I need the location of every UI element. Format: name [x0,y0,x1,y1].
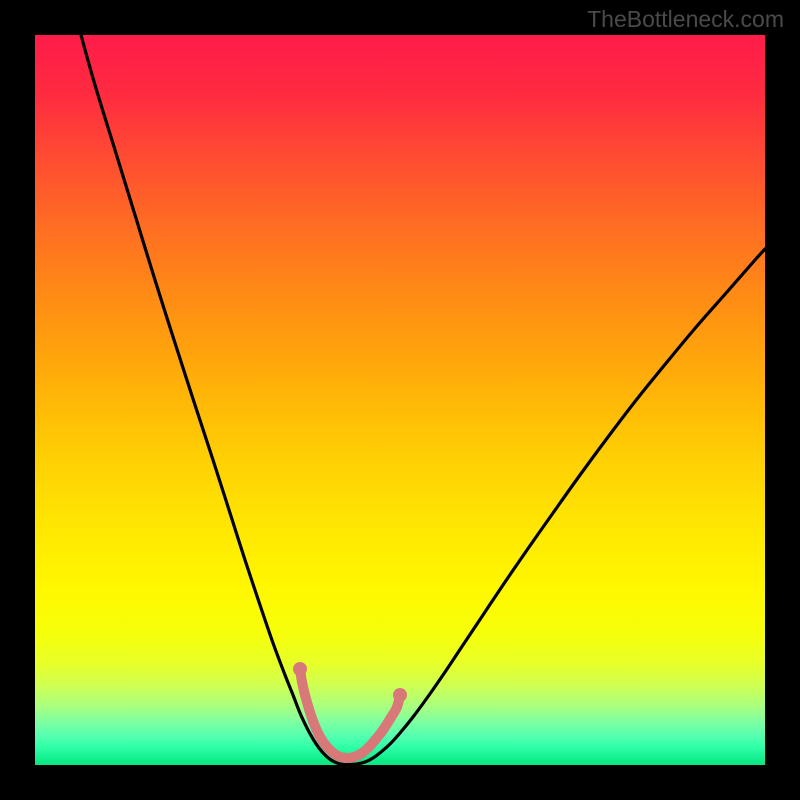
marker-point [385,714,395,724]
marker-point [392,702,402,712]
marker-point [371,734,381,744]
watermark-text: TheBottleneck.com [587,6,784,33]
marker-point [364,742,374,752]
data-markers [293,662,407,763]
marker-point [393,688,407,702]
marker-point [300,690,310,700]
marker-point [319,738,329,748]
curve-left-arm [81,35,343,765]
marker-point [378,725,388,735]
marker-point [293,662,307,676]
marker-point [313,728,323,738]
marker-point [304,704,314,714]
plot-area [35,35,765,765]
curve-right-arm [343,249,765,765]
marker-point [297,677,307,687]
marker-point [308,716,318,726]
curves-layer [35,35,765,765]
